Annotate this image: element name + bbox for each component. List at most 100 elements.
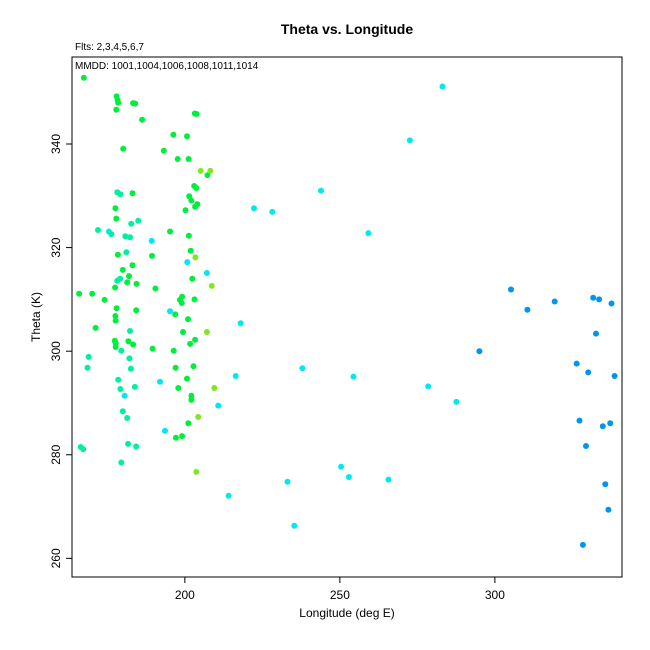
data-point <box>118 347 125 354</box>
data-point <box>174 156 181 162</box>
data-point <box>178 300 185 306</box>
data-point <box>114 277 121 284</box>
y-tick-label: 260 <box>49 548 63 568</box>
data-point <box>112 205 119 212</box>
data-point <box>611 373 618 379</box>
data-point <box>251 205 257 212</box>
data-point <box>160 147 167 154</box>
dates-annotation: MMDD: 1001,1004,1006,1008,1011,1014 <box>75 61 259 72</box>
data-point <box>284 478 291 485</box>
data-point <box>508 286 514 293</box>
data-point <box>197 167 204 174</box>
data-point <box>211 385 218 391</box>
data-point <box>119 266 126 273</box>
data-point <box>237 320 244 327</box>
data-point <box>195 414 202 420</box>
data-point <box>76 290 83 297</box>
data-point <box>92 324 99 331</box>
data-point <box>148 237 155 244</box>
data-point <box>608 300 615 307</box>
data-point <box>80 74 87 81</box>
data-point <box>453 398 460 405</box>
data-point <box>184 133 190 140</box>
data-point <box>191 296 198 303</box>
flights-annotation: Flts: 2,3,4,5,6,7 <box>75 42 144 53</box>
data-point <box>167 228 173 235</box>
data-point <box>345 474 352 480</box>
data-point <box>602 481 609 488</box>
data-point <box>149 345 156 352</box>
data-point <box>579 541 586 548</box>
data-point <box>112 317 119 324</box>
data-point <box>193 111 200 117</box>
data-point <box>185 420 192 427</box>
data-point <box>139 116 146 123</box>
data-point <box>108 231 115 238</box>
data-point <box>599 423 606 430</box>
data-point <box>185 156 192 162</box>
y-axis-label: Theta (K) <box>29 292 43 342</box>
data-point <box>128 220 135 227</box>
data-point <box>318 187 324 194</box>
data-point <box>208 282 215 289</box>
data-point <box>132 100 139 107</box>
data-point <box>112 344 119 350</box>
data-point <box>133 307 140 314</box>
data-point <box>127 328 133 334</box>
data-point <box>113 106 120 113</box>
y-tick-label: 340 <box>49 134 63 154</box>
data-point <box>85 353 92 360</box>
data-point <box>439 83 446 90</box>
data-point <box>118 459 125 466</box>
data-point <box>365 230 372 237</box>
data-point <box>84 364 91 371</box>
data-point <box>113 305 120 312</box>
data-point <box>185 232 192 239</box>
x-axis: 200 250 300 <box>175 577 505 602</box>
data-point <box>585 369 592 376</box>
data-point <box>167 308 173 315</box>
data-point <box>188 392 195 399</box>
data-point <box>112 313 119 319</box>
data-point <box>112 284 119 291</box>
data-point <box>385 476 392 483</box>
data-point <box>113 215 120 222</box>
data-point <box>170 131 177 138</box>
data-point <box>172 364 179 371</box>
data-point <box>124 279 131 286</box>
y-tick-label: 280 <box>49 444 63 464</box>
data-point <box>127 234 133 241</box>
plot-frame <box>71 56 623 578</box>
data-point <box>179 293 186 300</box>
data-point <box>524 306 531 313</box>
data-point <box>193 468 200 475</box>
data-point <box>476 348 483 355</box>
data-point <box>551 298 558 305</box>
data-point <box>350 373 357 380</box>
y-axis: 260 280 300 320 340 <box>49 134 72 568</box>
points-layer <box>76 74 618 548</box>
data-point <box>184 375 190 382</box>
data-point <box>193 185 200 191</box>
data-point <box>425 383 432 390</box>
data-point <box>127 365 134 372</box>
data-point <box>187 247 194 254</box>
data-point <box>192 203 199 210</box>
data-point <box>203 329 210 335</box>
data-point <box>187 340 194 347</box>
data-point <box>406 137 413 144</box>
data-point <box>291 522 298 529</box>
data-point <box>576 417 583 424</box>
data-point <box>115 99 122 106</box>
data-point <box>119 408 126 415</box>
data-point <box>184 259 191 266</box>
data-point <box>590 294 597 301</box>
data-point <box>149 252 155 259</box>
x-tick-label: 250 <box>330 588 350 602</box>
data-point <box>133 443 140 450</box>
y-tick-label: 300 <box>49 341 63 361</box>
data-point <box>232 373 239 379</box>
data-point <box>338 463 345 470</box>
data-point <box>89 290 96 297</box>
